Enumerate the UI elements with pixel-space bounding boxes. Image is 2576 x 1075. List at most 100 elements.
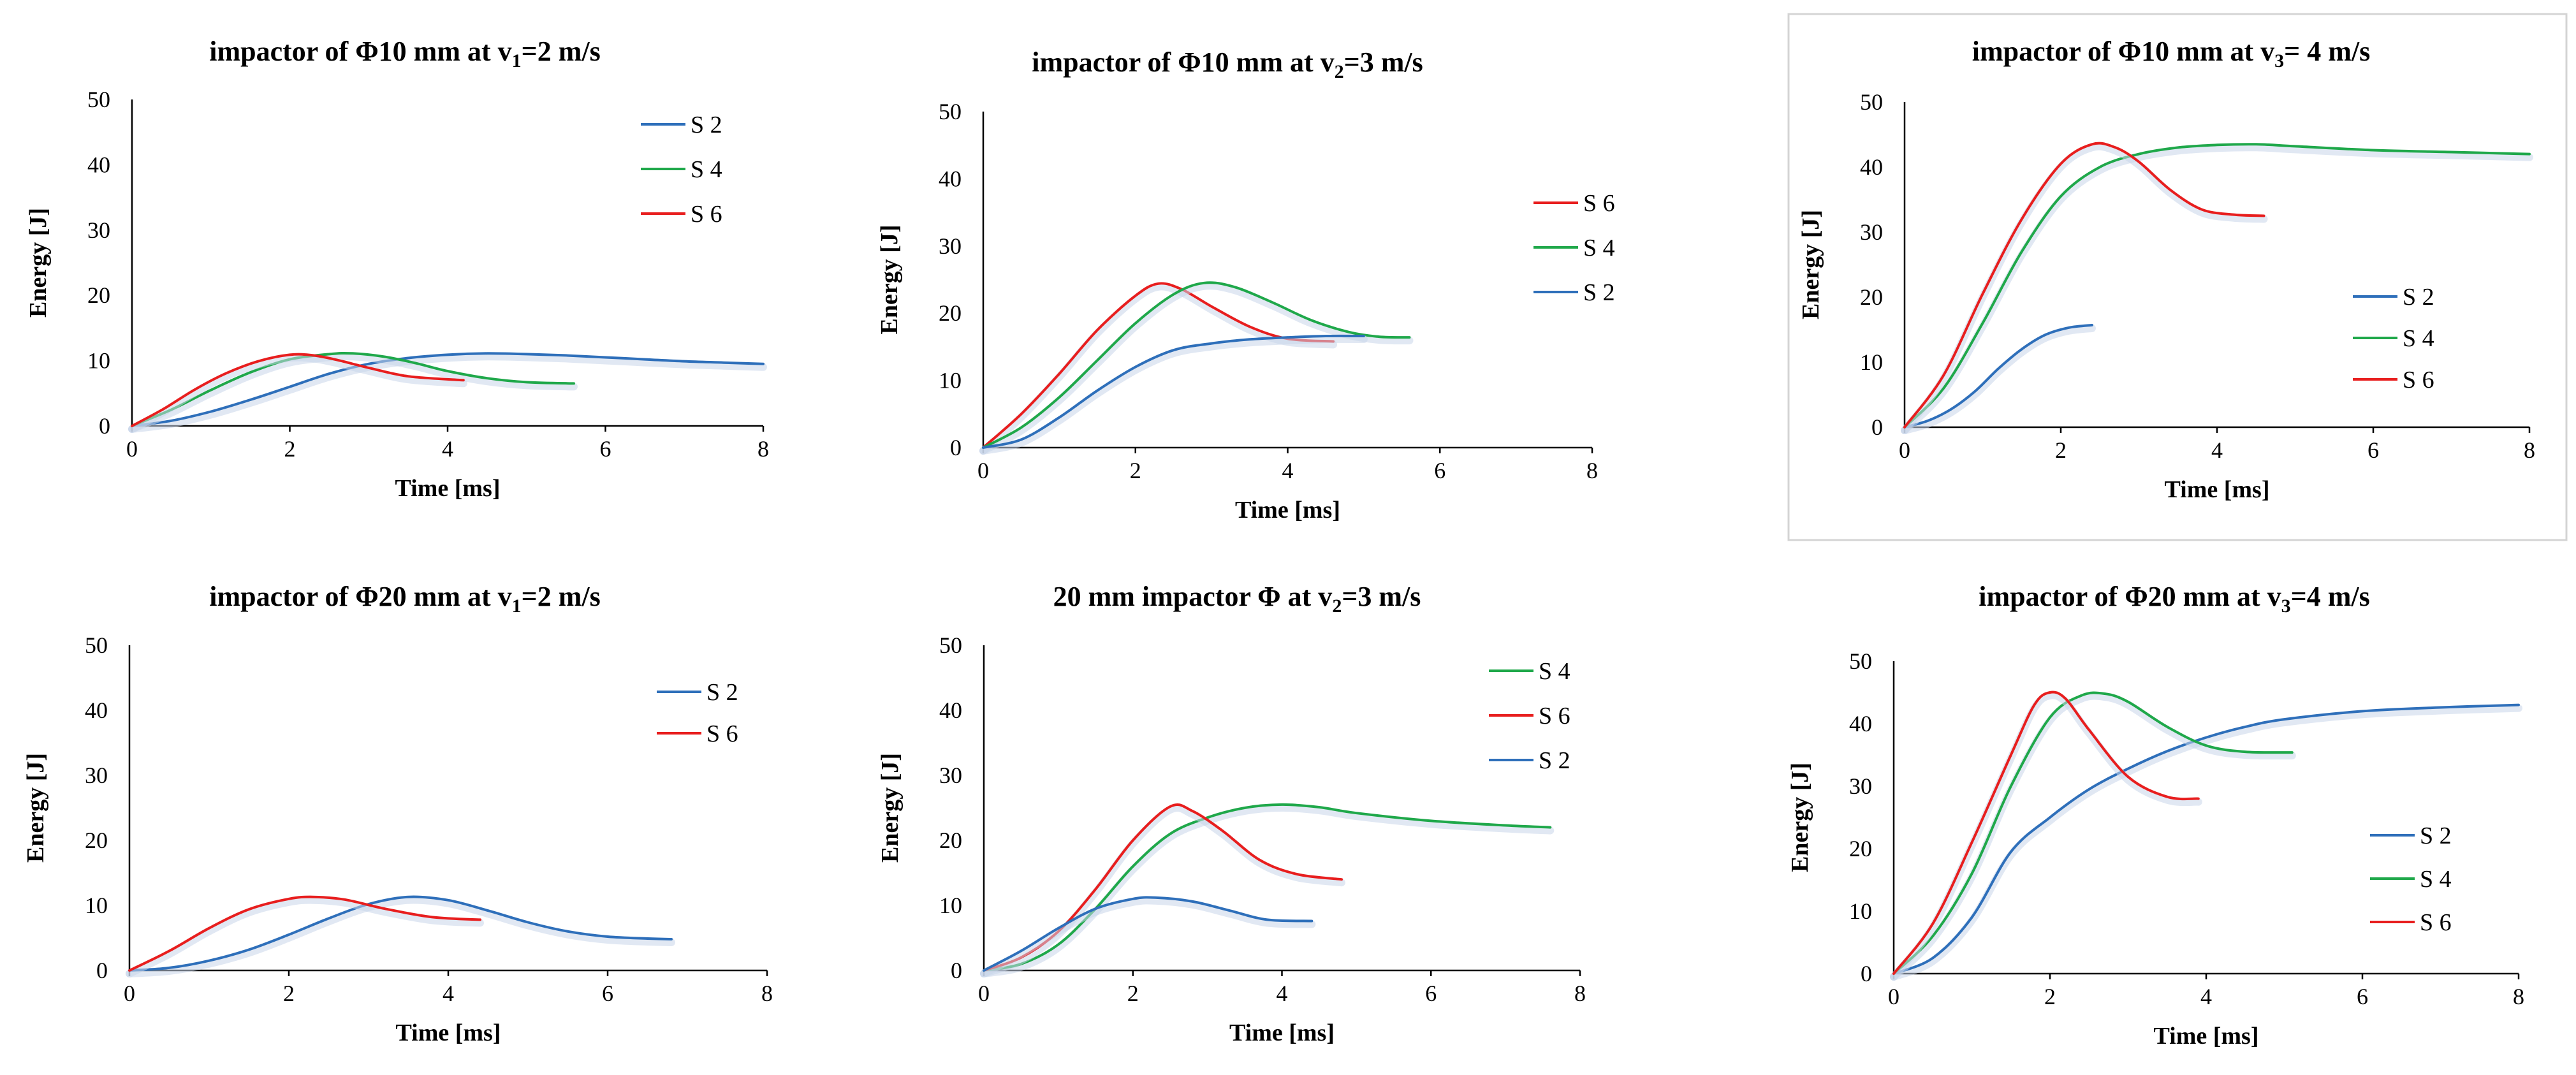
y-tick-label: 0	[99, 413, 110, 439]
chart-4: impactor of Φ20 mm at v1=2 m/s 0 2 4 6 8 0 10 20…	[22, 581, 773, 1046]
chart-title-subscript: 3	[2281, 596, 2291, 617]
x-tick-label: 2	[283, 981, 295, 1006]
series-shadow-s4	[1901, 143, 2533, 434]
chart-title-subscript: 1	[512, 596, 522, 617]
chart-title-suffix: =4 m/s	[2291, 581, 2370, 612]
legend-label-s6: S 6	[1539, 703, 1570, 729]
chart-title-suffix: =3 m/s	[1342, 581, 1421, 612]
x-tick-label: 6	[1425, 981, 1437, 1006]
series-line-s2	[1892, 703, 2520, 975]
y-tick-label: 30	[1860, 219, 1883, 245]
y-axis-label: Energy [J]	[877, 753, 904, 863]
x-tick-label: 8	[2524, 437, 2535, 463]
chart-title: 20 mm impactor Φ at v2=3 m/s	[1053, 581, 1421, 617]
legend-label-s4: S 4	[691, 156, 722, 183]
x-tick-label: 0	[126, 436, 138, 462]
x-axis-label: Time [ms]	[1229, 1020, 1335, 1046]
series-line-s2	[982, 334, 1365, 449]
legend-label-s2: S 2	[1539, 747, 1570, 774]
legend-label-s2: S 2	[706, 679, 738, 706]
chart-title-subscript: 2	[1335, 61, 1344, 82]
series-shadow-s4	[128, 352, 578, 433]
x-tick-label: 6	[602, 981, 613, 1006]
chart-title-main: impactor of Φ10 mm at v	[1972, 36, 2274, 67]
series-line-s4	[983, 803, 1552, 972]
x-axis-label: Time [ms]	[2165, 476, 2270, 503]
y-tick-label: 40	[85, 698, 108, 723]
series-shadow-s2	[980, 896, 1316, 977]
x-tick-label: 2	[1127, 981, 1139, 1006]
y-tick-label: 10	[87, 348, 110, 374]
chart-title-subscript: 2	[1332, 596, 1342, 617]
legend-label-s6: S 6	[1583, 190, 1615, 217]
series-shadow-s2	[979, 335, 1368, 455]
y-tick-label: 20	[939, 300, 962, 326]
series-line-s4	[1903, 143, 2531, 428]
y-tick-label: 0	[950, 435, 962, 460]
series-shadow-s2	[126, 896, 675, 977]
chart-5: 20 mm impactor Φ at v2=3 m/s0 2 4 6 80102030…	[877, 581, 1586, 1046]
x-tick-label: 8	[761, 981, 773, 1006]
x-axis-label: Time [ms]	[395, 475, 501, 502]
x-tick-label: 2	[284, 436, 296, 462]
x-tick-label: 6	[600, 436, 611, 462]
chart-title-subscript: 1	[512, 50, 522, 71]
x-tick-label: 4	[443, 981, 454, 1006]
y-tick-label: 40	[939, 698, 962, 723]
chart-title-subscript: 3	[2274, 50, 2284, 71]
x-tick-label: 2	[2044, 984, 2056, 1009]
y-tick-label: 40	[1860, 154, 1883, 180]
legend-label-s4: S 4	[1583, 235, 1615, 261]
y-tick-label: 50	[939, 633, 962, 658]
chart-title: impactor of Φ10 mm at v2=3 m/s	[1032, 47, 1423, 82]
x-tick-label: 2	[2055, 437, 2067, 463]
y-tick-label: 30	[1849, 773, 1872, 799]
y-axis-label: Energy [J]	[1787, 763, 1813, 872]
chart-title: impactor of Φ20 mm at v3=4 m/s	[1979, 581, 2369, 617]
x-tick-label: 6	[1434, 458, 1445, 483]
series-shadow-s4	[980, 803, 1555, 977]
y-tick-label: 40	[87, 152, 110, 177]
series-line-s2	[1903, 323, 2093, 428]
legend-label-s2: S 2	[2420, 823, 2452, 849]
y-tick-label: 20	[1860, 284, 1883, 310]
y-tick-label: 20	[85, 828, 108, 853]
y-tick-label: 10	[1860, 349, 1883, 375]
x-tick-label: 6	[2357, 984, 2368, 1009]
series-line-s6	[1903, 142, 2265, 428]
chart-title-suffix: =2 m/s	[522, 36, 601, 67]
series-shadow-s6	[979, 282, 1338, 455]
series-shadow-s6	[980, 803, 1345, 977]
y-tick-label: 40	[939, 166, 962, 191]
x-axis-label: Time [ms]	[2154, 1023, 2259, 1049]
x-tick-label: 0	[1888, 984, 1899, 1009]
series-line-s4	[982, 281, 1411, 449]
y-tick-label: 20	[87, 282, 110, 308]
y-tick-label: 20	[939, 828, 962, 853]
y-tick-label: 0	[951, 958, 962, 983]
y-tick-label: 0	[96, 958, 108, 983]
x-tick-label: 4	[442, 436, 453, 462]
y-tick-label: 30	[85, 763, 108, 788]
legend-label-s6: S 6	[691, 201, 722, 228]
x-tick-label: 8	[1574, 981, 1586, 1006]
selected-chart-frame[interactable]	[1787, 13, 2568, 541]
chart-title: impactor of Φ20 mm at v1=2 m/s	[209, 581, 600, 617]
chart-title-suffix: =2 m/s	[522, 581, 601, 612]
x-tick-label: 4	[2200, 984, 2212, 1009]
series-shadow-s2	[1890, 704, 2522, 981]
y-tick-label: 10	[939, 368, 962, 393]
chart-6: impactor of Φ20 mm at v3=4 m/s 0 2 4 6 8 0 10 20…	[1787, 581, 2524, 1049]
y-tick-label: 50	[939, 99, 962, 124]
series-line-s4	[131, 351, 575, 427]
y-tick-label: 50	[1849, 648, 1872, 674]
legend-label-s4: S 4	[1539, 658, 1570, 685]
chart-title-main: 20 mm impactor Φ at v	[1053, 581, 1333, 612]
series-shadow-s6	[128, 353, 467, 433]
series-line-s6	[131, 353, 465, 427]
chart-title-main: impactor of Φ10 mm at v	[1032, 47, 1334, 78]
chart-title-main: impactor of Φ10 mm at v	[209, 36, 511, 67]
x-tick-label: 0	[1899, 437, 1910, 463]
series-shadow-s6	[1890, 691, 2202, 981]
y-tick-label: 10	[1849, 898, 1872, 924]
